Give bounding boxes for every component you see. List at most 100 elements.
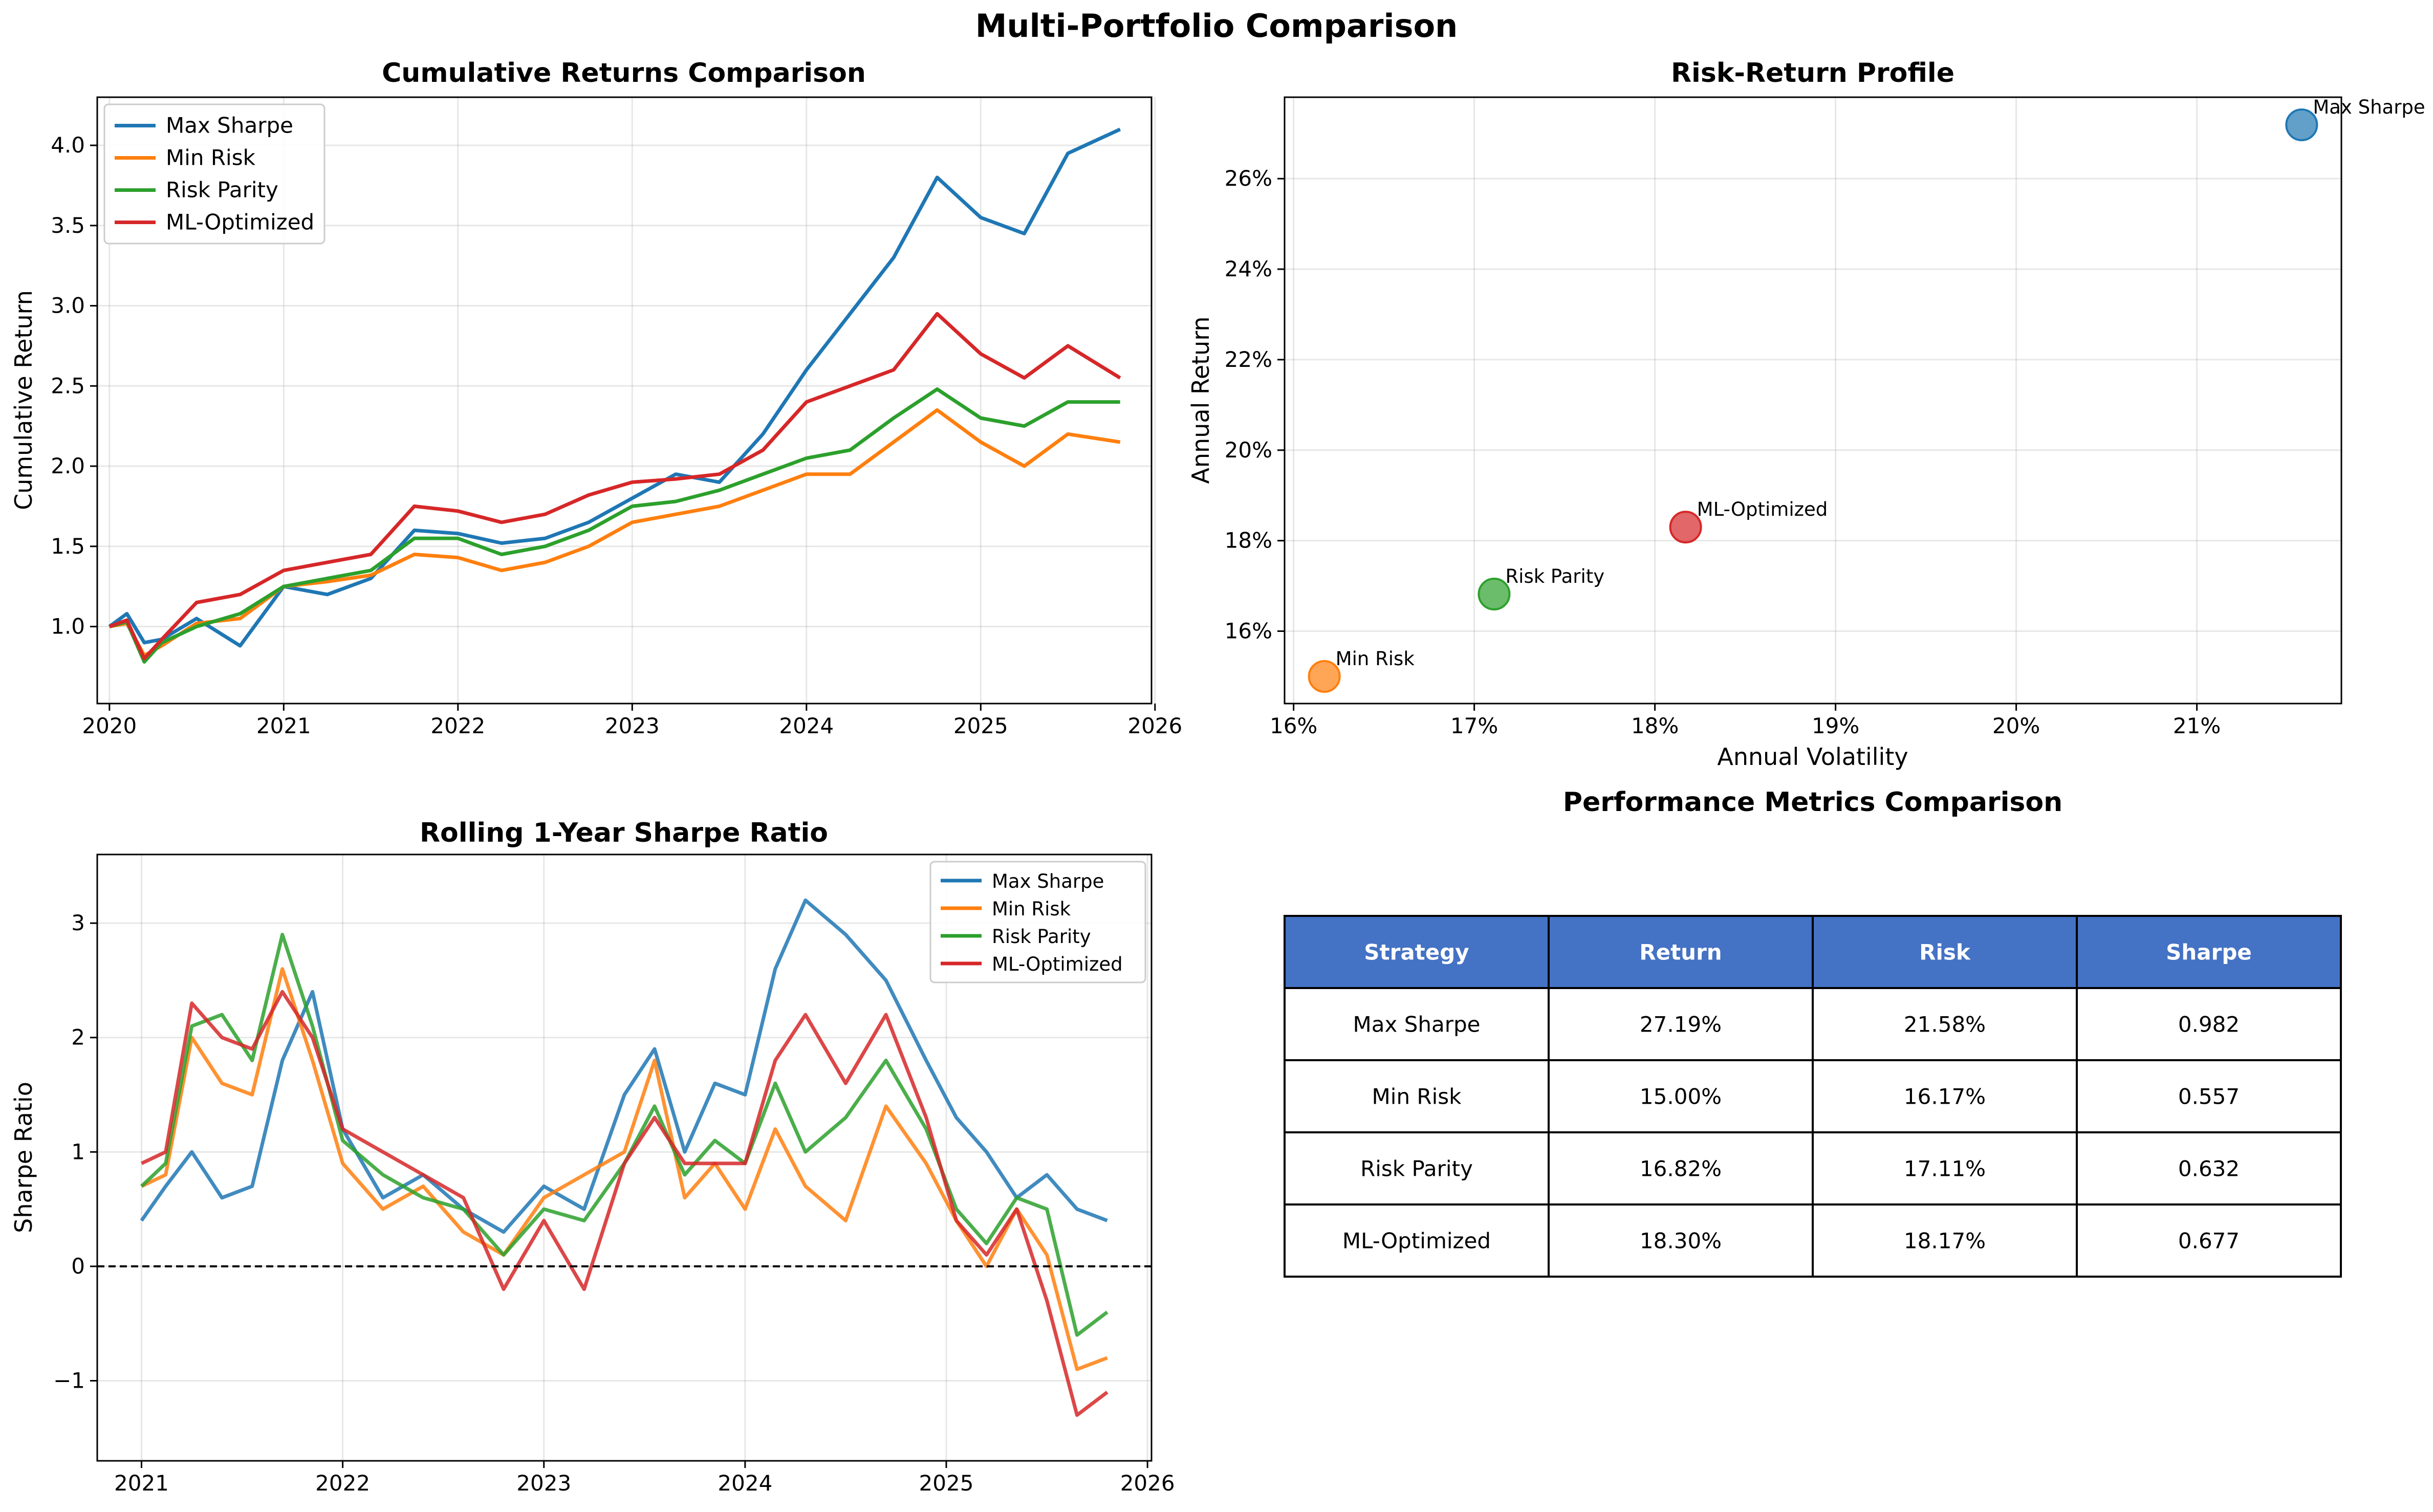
- p3-xtick-label-2022: 2022: [315, 1471, 370, 1496]
- table-cell-ml-optimized-risk: 18.17%: [1904, 1229, 1986, 1254]
- table-cell-bg-3-0: [1284, 1203, 1550, 1278]
- p3-legend-label-min-risk: Min Risk: [992, 898, 1071, 920]
- table-cell-ml-optimized-return: 18.30%: [1640, 1229, 1722, 1254]
- p2-xtick-label-5: 21%: [2173, 713, 2221, 738]
- table-cell-bg-1-0: [1284, 1059, 1550, 1133]
- scatter-point-risk-parity: [1478, 577, 1511, 610]
- table-header-sharpe: Sharpe: [2166, 940, 2252, 965]
- p3-ytick-label-0: −1: [53, 1368, 85, 1393]
- p2-xtick-label-4: 20%: [1992, 713, 2040, 738]
- p3-xtick-label-2026: 2026: [1120, 1471, 1175, 1496]
- table-cell-min-risk-return: 15.00%: [1640, 1084, 1722, 1109]
- table-cell-bg-3-1: [1548, 1203, 1814, 1278]
- p1-legend-box: [103, 103, 325, 245]
- rolling-sharpe-ylabel: Sharpe Ratio: [10, 1082, 37, 1233]
- table-cell-max-sharpe-risk: 21.58%: [1904, 1012, 1986, 1037]
- p1-legend-label-min-risk: Min Risk: [166, 145, 256, 170]
- table-header-cell-strategy: [1284, 915, 1550, 989]
- table-cell-max-sharpe-strategy: Max Sharpe: [1353, 1012, 1481, 1037]
- p2-ytick-label-2: 20%: [1225, 437, 1272, 463]
- risk-return-chart: Risk-Return Profile Max Sharpe Min Risk Ri…: [1187, 58, 2425, 771]
- cumulative-returns-legend: Max Sharpe Min Risk Risk Parity ML-Optimize…: [103, 103, 325, 245]
- table-cell-bg-2-3: [2076, 1131, 2342, 1206]
- p1-ytick-label-3: 2.5: [51, 373, 85, 398]
- p1-series-ml-optimized: [108, 312, 1121, 661]
- p2-xtick-label-2: 18%: [1631, 713, 1679, 738]
- p1-legend-label-ml-optimized: ML-Optimized: [166, 210, 314, 235]
- table-cell-bg-1-3: [2076, 1059, 2342, 1133]
- rolling-sharpe-chart: Rolling 1-Year Sharpe Ratio 2021 2022 2023…: [10, 818, 1175, 1496]
- p3-xtick-label-2025: 2025: [919, 1471, 974, 1496]
- table-cell-ml-optimized-sharpe: 0.677: [2178, 1229, 2240, 1254]
- p1-ytick-label-6: 4.0: [51, 133, 85, 158]
- scatter-label-risk-parity: Risk Parity: [1505, 565, 1604, 587]
- p3-series-max-sharpe: [140, 898, 1108, 1234]
- scatter-label-min-risk: Min Risk: [1336, 648, 1415, 670]
- table-cell-risk-parity-risk: 17.11%: [1904, 1156, 1986, 1181]
- risk-return-xlabel: Annual Volatility: [1717, 743, 1908, 771]
- table-cell-bg-3-2: [1812, 1203, 2078, 1278]
- p1-ytick-label-5: 3.5: [51, 213, 85, 238]
- p1-xtick-label-2024: 2024: [779, 713, 834, 738]
- table-header-strategy: Strategy: [1364, 940, 1469, 965]
- p2-xtick-label-1: 17%: [1450, 713, 1498, 738]
- p2-ytick-label-4: 24%: [1225, 256, 1272, 281]
- p3-legend-label-ml-optimized: ML-Optimized: [992, 953, 1123, 975]
- table-cell-min-risk-sharpe: 0.557: [2178, 1084, 2240, 1109]
- table-cell-bg-0-3: [2076, 987, 2342, 1061]
- p1-xtick-label-2025: 2025: [953, 713, 1008, 738]
- p1-series-risk-parity: [108, 387, 1120, 664]
- p3-xtick-label-2021: 2021: [114, 1471, 169, 1496]
- p3-xtick-label-2023: 2023: [516, 1471, 571, 1496]
- p1-ytick-label-2: 2.0: [51, 453, 85, 478]
- p3-legend-label-max-sharpe: Max Sharpe: [992, 870, 1104, 892]
- table-cell-ml-optimized-strategy: ML-Optimized: [1342, 1229, 1491, 1254]
- p3-series-ml-optimized: [140, 990, 1109, 1417]
- p2-ytick-label-0: 16%: [1225, 619, 1272, 644]
- cumulative-returns-ylabel: Cumulative Return: [10, 290, 37, 510]
- cumulative-returns-plot-frame: [96, 96, 1153, 705]
- p3-legend-label-risk-parity: Risk Parity: [992, 926, 1091, 948]
- p2-xtick-label-3: 19%: [1812, 713, 1859, 738]
- table-header-cell-return: [1548, 915, 1814, 989]
- risk-return-title: Risk-Return Profile: [1671, 58, 1954, 89]
- rolling-sharpe-legend: Max Sharpe Min Risk Risk Parity ML-Optimize…: [929, 861, 1146, 983]
- p3-series-risk-parity: [140, 933, 1109, 1337]
- table-cell-max-sharpe-sharpe: 0.982: [2178, 1012, 2240, 1037]
- p2-ytick-label-1: 18%: [1225, 528, 1272, 553]
- table-cell-risk-parity-sharpe: 0.632: [2178, 1156, 2240, 1181]
- table-cell-risk-parity-strategy: Risk Parity: [1360, 1156, 1473, 1181]
- scatter-point-ml-optimized: [1669, 511, 1702, 544]
- p1-xtick-label-2021: 2021: [256, 713, 311, 738]
- table-cell-bg-2-1: [1548, 1131, 1814, 1206]
- table-cell-bg-1-2: [1812, 1059, 2078, 1133]
- p1-xtick-label-2026: 2026: [1127, 713, 1182, 738]
- p3-xtick-label-2024: 2024: [718, 1471, 772, 1496]
- p2-ytick-label-5: 26%: [1225, 166, 1272, 191]
- p3-ytick-label-3: 2: [71, 1025, 85, 1050]
- risk-return-ylabel: Annual Return: [1187, 316, 1214, 484]
- scatter-point-max-sharpe: [2285, 108, 2318, 141]
- table-header-risk: Risk: [1919, 940, 1971, 965]
- p2-ytick-label-3: 22%: [1225, 347, 1272, 372]
- p1-ytick-label-0: 1.0: [51, 614, 85, 639]
- scatter-label-ml-optimized: ML-Optimized: [1697, 498, 1828, 520]
- scatter-point-min-risk: [1308, 660, 1341, 693]
- p3-ytick-label-4: 3: [71, 910, 85, 935]
- p1-legend-label-max-sharpe: Max Sharpe: [166, 113, 293, 138]
- scatter-label-max-sharpe: Max Sharpe: [2313, 96, 2425, 118]
- table-cell-bg-0-0: [1284, 987, 1550, 1061]
- cumulative-returns-title: Cumulative Returns Comparison: [382, 58, 866, 89]
- risk-return-plot-frame: [1284, 96, 2342, 705]
- table-cell-min-risk-risk: 16.17%: [1904, 1084, 1986, 1109]
- rolling-sharpe-title: Rolling 1-Year Sharpe Ratio: [420, 818, 828, 848]
- table-header-cell-sharpe: [2076, 915, 2342, 989]
- table-cell-min-risk-strategy: Min Risk: [1372, 1084, 1462, 1109]
- p1-ytick-label-1: 1.5: [51, 534, 85, 559]
- table-cell-bg-2-0: [1284, 1131, 1550, 1206]
- p2-xtick-label-0: 16%: [1270, 713, 1317, 738]
- table-cell-bg-3-3: [2076, 1203, 2342, 1278]
- performance-metrics-title: Performance Metrics Comparison: [1563, 787, 2062, 818]
- p1-xtick-label-2023: 2023: [605, 713, 660, 738]
